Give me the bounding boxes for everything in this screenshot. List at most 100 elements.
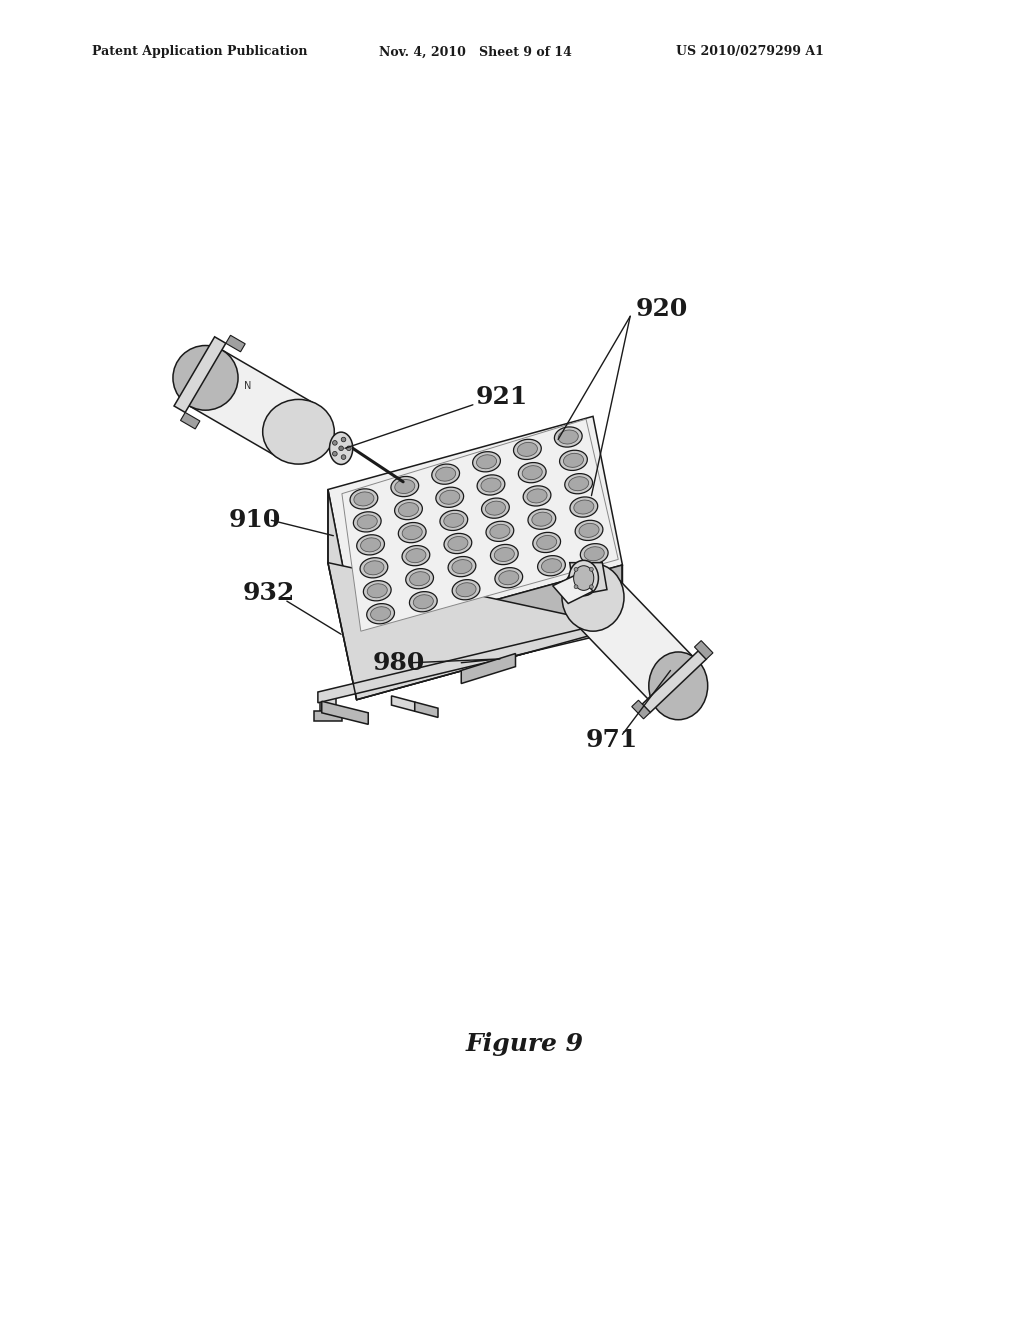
Ellipse shape <box>481 478 501 492</box>
Polygon shape <box>328 416 623 638</box>
Ellipse shape <box>563 453 584 467</box>
Ellipse shape <box>371 607 390 620</box>
Polygon shape <box>356 565 623 700</box>
Ellipse shape <box>402 525 422 540</box>
Polygon shape <box>553 574 593 603</box>
Ellipse shape <box>523 486 551 506</box>
Text: Patent Application Publication: Patent Application Publication <box>92 45 307 58</box>
Text: Nov. 4, 2010   Sheet 9 of 14: Nov. 4, 2010 Sheet 9 of 14 <box>379 45 571 58</box>
Ellipse shape <box>406 569 433 589</box>
Ellipse shape <box>357 515 377 529</box>
Ellipse shape <box>456 582 476 597</box>
Ellipse shape <box>495 548 514 561</box>
Polygon shape <box>632 700 650 719</box>
Text: 932: 932 <box>243 581 295 606</box>
Polygon shape <box>461 653 515 684</box>
Ellipse shape <box>522 466 543 479</box>
Ellipse shape <box>353 512 381 532</box>
Ellipse shape <box>581 544 608 564</box>
Ellipse shape <box>391 477 419 496</box>
Ellipse shape <box>579 523 599 537</box>
Polygon shape <box>508 619 523 636</box>
Ellipse shape <box>414 595 433 609</box>
Ellipse shape <box>410 572 430 586</box>
Ellipse shape <box>562 564 624 631</box>
Ellipse shape <box>649 652 708 719</box>
Text: 910: 910 <box>228 508 281 532</box>
Ellipse shape <box>453 579 480 599</box>
Ellipse shape <box>477 475 505 495</box>
Ellipse shape <box>499 570 519 585</box>
Ellipse shape <box>568 477 589 491</box>
Ellipse shape <box>574 585 578 589</box>
Ellipse shape <box>364 561 384 574</box>
Ellipse shape <box>360 558 388 578</box>
Ellipse shape <box>341 437 346 442</box>
Ellipse shape <box>432 465 460 484</box>
Ellipse shape <box>558 430 579 444</box>
Ellipse shape <box>333 441 337 445</box>
Ellipse shape <box>490 544 518 565</box>
Ellipse shape <box>346 446 351 450</box>
Polygon shape <box>415 702 438 718</box>
Ellipse shape <box>410 591 437 611</box>
Ellipse shape <box>559 450 588 470</box>
Ellipse shape <box>173 346 238 411</box>
Polygon shape <box>180 412 200 429</box>
Ellipse shape <box>531 512 552 527</box>
Polygon shape <box>322 701 369 725</box>
Ellipse shape <box>513 440 542 459</box>
Ellipse shape <box>590 585 593 589</box>
Ellipse shape <box>449 557 476 577</box>
Ellipse shape <box>476 455 497 469</box>
Ellipse shape <box>532 532 560 553</box>
Ellipse shape <box>574 568 578 572</box>
Text: N: N <box>245 381 252 392</box>
Ellipse shape <box>537 536 557 549</box>
Ellipse shape <box>590 568 593 572</box>
Ellipse shape <box>443 513 464 528</box>
Ellipse shape <box>573 500 594 513</box>
Polygon shape <box>328 490 356 700</box>
Ellipse shape <box>575 520 603 540</box>
Polygon shape <box>317 619 624 702</box>
Ellipse shape <box>569 560 598 595</box>
Ellipse shape <box>406 549 426 562</box>
Text: 971: 971 <box>586 727 638 752</box>
Ellipse shape <box>486 521 514 541</box>
Ellipse shape <box>518 462 546 483</box>
Ellipse shape <box>341 455 346 459</box>
Ellipse shape <box>394 499 422 520</box>
Polygon shape <box>570 576 700 708</box>
Ellipse shape <box>440 511 468 531</box>
Ellipse shape <box>538 556 565 576</box>
Ellipse shape <box>485 502 506 515</box>
Polygon shape <box>503 636 528 645</box>
Ellipse shape <box>447 536 468 550</box>
Ellipse shape <box>398 503 419 516</box>
Polygon shape <box>642 651 707 713</box>
Ellipse shape <box>398 523 426 543</box>
Ellipse shape <box>554 426 583 447</box>
Ellipse shape <box>356 535 384 554</box>
Polygon shape <box>314 711 342 721</box>
Ellipse shape <box>570 496 598 517</box>
Polygon shape <box>226 335 245 352</box>
Ellipse shape <box>263 400 334 465</box>
Ellipse shape <box>517 442 538 457</box>
Ellipse shape <box>585 546 604 561</box>
Polygon shape <box>569 562 607 595</box>
Ellipse shape <box>330 432 352 465</box>
Ellipse shape <box>436 487 464 507</box>
Text: 921: 921 <box>475 385 527 409</box>
Ellipse shape <box>542 558 561 573</box>
Polygon shape <box>321 693 336 711</box>
Ellipse shape <box>364 581 391 601</box>
Ellipse shape <box>435 467 456 482</box>
Ellipse shape <box>354 492 374 506</box>
Ellipse shape <box>395 479 415 494</box>
Ellipse shape <box>350 488 378 510</box>
Ellipse shape <box>444 533 472 553</box>
Polygon shape <box>694 640 713 659</box>
Polygon shape <box>328 562 623 700</box>
